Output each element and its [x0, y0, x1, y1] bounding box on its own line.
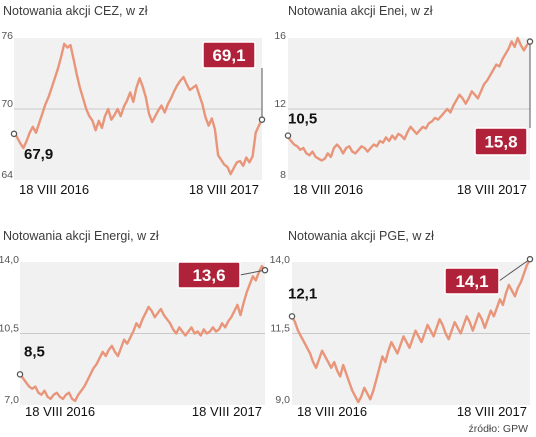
end-value-badge [474, 127, 528, 156]
start-point [288, 313, 296, 320]
y-tick-label: 12 [274, 98, 286, 110]
y-tick-label: 7,0 [4, 394, 19, 406]
end-point [526, 38, 534, 45]
start-value-label: 10,5 [288, 111, 317, 128]
y-tick-label: 8 [280, 169, 286, 181]
end-value-label: 13,6 [192, 266, 225, 285]
y-tick-label: 14,0 [270, 254, 291, 266]
price-line [12, 42, 264, 176]
end-value-label: 14,1 [455, 272, 488, 291]
chart-panel: Notowania akcji Enei, w zł 8 12 16 10,5 15,8 1… [274, 4, 534, 197]
price-line [286, 36, 532, 162]
y-tick-label: 76 [1, 30, 13, 42]
end-value-badge [202, 41, 256, 69]
x-end-label: 18 VIII 2017 [457, 404, 527, 419]
chart-title: Notowania akcji Energi, w zł [3, 229, 159, 243]
y-tick-label: 70 [1, 98, 13, 110]
price-line [290, 257, 532, 404]
end-point [258, 116, 266, 123]
chart-title: Notowania akcji CEZ, w zł [3, 4, 148, 18]
y-tick-label: 9,0 [275, 394, 290, 406]
end-value-label: 69,1 [212, 46, 245, 65]
start-value-label: 12,1 [288, 285, 317, 302]
y-tick-label: 11,5 [270, 323, 290, 335]
end-point [261, 266, 269, 274]
start-value-label: 8,5 [24, 343, 45, 360]
chart-panel: Notowania akcji Energi, w zł 7,0 10,5 14,0 8… [0, 229, 269, 419]
chart-title: Notowania akcji Enei, w zł [288, 4, 433, 18]
y-tick-label: 64 [1, 169, 13, 181]
x-end-label: 18 VIII 2017 [189, 182, 259, 197]
y-tick-label: 14,0 [0, 254, 19, 266]
chart-title: Notowania akcji PGE, w zł [288, 229, 434, 243]
start-point [10, 130, 18, 138]
start-point [16, 371, 24, 378]
x-start-label: 18 VIII 2016 [25, 404, 95, 419]
x-end-label: 18 VIII 2017 [192, 404, 262, 419]
end-value-badge [177, 261, 241, 289]
y-tick-label: 16 [274, 30, 286, 42]
start-point [284, 132, 292, 139]
end-value-badge [444, 267, 500, 295]
price-line [18, 264, 267, 403]
x-start-label: 18 VIII 2016 [297, 404, 367, 419]
end-value-label: 15,8 [484, 133, 517, 152]
source-note: źródło: GPW [468, 423, 528, 435]
y-tick-label: 10,5 [0, 323, 19, 335]
x-end-label: 18 VIII 2017 [457, 182, 527, 197]
badge-leader [498, 258, 531, 282]
badge-leader [239, 269, 266, 276]
x-start-label: 18 VIII 2016 [19, 182, 89, 197]
start-value-label: 67,9 [24, 146, 53, 163]
chart-panel: Notowania akcji PGE, w zł 9,0 11,5 14,0 12,1… [270, 229, 534, 419]
end-point [526, 255, 534, 263]
chart-panel: Notowania akcji CEZ, w zł 64 70 76 67,9 69,1 1… [1, 4, 266, 197]
x-start-label: 18 VIII 2016 [293, 182, 363, 197]
